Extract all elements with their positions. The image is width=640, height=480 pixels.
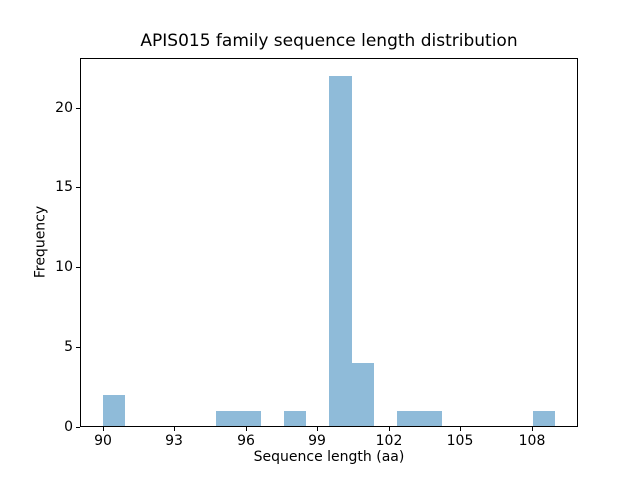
histogram-bar xyxy=(284,411,306,427)
y-tick-label: 10 xyxy=(55,259,73,275)
y-tick-mark xyxy=(76,107,80,109)
histogram-bar xyxy=(329,76,352,427)
histogram-bar xyxy=(420,411,442,427)
y-axis-label: Frequency xyxy=(32,205,49,279)
histogram-bar xyxy=(238,411,261,427)
histogram-bar xyxy=(533,411,555,427)
x-tick-label: 108 xyxy=(518,433,546,449)
histogram-bar xyxy=(103,395,125,427)
x-tick-mark xyxy=(245,427,247,431)
y-tick-mark xyxy=(76,266,80,268)
histogram-bar xyxy=(216,411,238,427)
y-tick-mark xyxy=(76,426,80,428)
x-tick-mark xyxy=(531,427,533,431)
x-tick-mark xyxy=(388,427,390,431)
x-tick-mark xyxy=(459,427,461,431)
x-tick-label: 96 xyxy=(237,433,255,449)
y-tick-label: 15 xyxy=(55,179,73,195)
x-tick-label: 99 xyxy=(308,433,326,449)
x-tick-mark xyxy=(173,427,175,431)
y-tick-label: 20 xyxy=(55,100,73,116)
x-tick-label: 90 xyxy=(94,433,112,449)
y-tick-label: 5 xyxy=(64,339,73,355)
x-axis-label: Sequence length (aa) xyxy=(253,449,405,465)
x-tick-label: 105 xyxy=(446,433,474,449)
histogram-bar xyxy=(352,363,374,427)
x-tick-mark xyxy=(316,427,318,431)
x-tick-mark xyxy=(102,427,104,431)
histogram-bar xyxy=(397,411,420,427)
y-tick-label: 0 xyxy=(64,419,73,435)
x-tick-label: 102 xyxy=(375,433,403,449)
y-tick-mark xyxy=(76,346,80,348)
x-tick-label: 93 xyxy=(165,433,183,449)
chart-title: APIS015 family sequence length distribut… xyxy=(140,31,518,51)
y-tick-mark xyxy=(76,186,80,188)
